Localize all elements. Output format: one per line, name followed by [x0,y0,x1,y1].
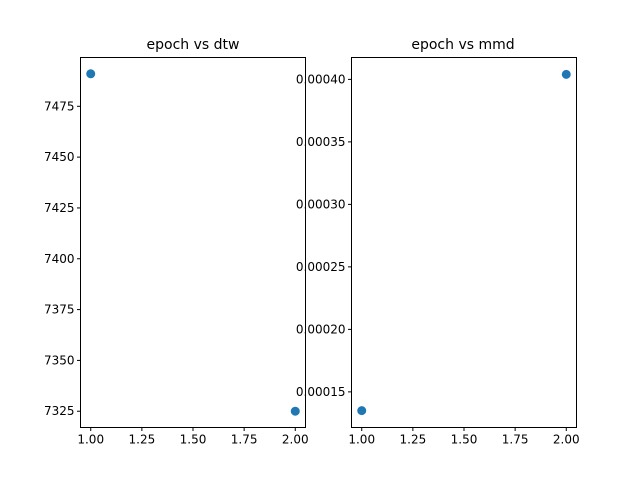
mmd-y-tick-label: 0.00025 [296,260,346,274]
dtw-x-axis: 1.00 1.25 1.50 1.75 2.00 [77,427,309,447]
mmd-y-tick-label: 0.00020 [296,322,346,336]
mmd-y-tick-label: 0.00040 [296,72,346,86]
mmd-x-tick-label: 1.75 [502,433,529,447]
dtw-y-tick-label: 7425 [44,201,75,215]
mmd-y-tick-label: 0.00015 [296,385,346,399]
mmd-x-tick-label: 1.00 [348,433,375,447]
dtw-plot-frame [80,57,306,428]
dtw-x-tick-label: 1.25 [129,433,156,447]
mmd-y-tick-label: 0.00035 [296,135,346,149]
dtw-subplot-title: epoch vs dtw [147,37,240,53]
dtw-y-tick-label: 7375 [44,303,75,317]
dtw-x-tick-label: 1.50 [180,433,207,447]
dtw-subplot: epoch vs dtw 7325 7350 7375 7400 7425 7450 747… [44,37,309,447]
dtw-y-tick-label: 7350 [44,353,75,367]
mmd-x-axis: 1.00 1.25 1.50 1.75 2.00 [348,427,580,447]
dtw-x-tick-label: 1.75 [231,433,258,447]
dtw-data-point [86,69,96,79]
dtw-x-tick-label: 1.00 [77,433,104,447]
dtw-y-axis: 7325 7350 7375 7400 7425 7450 7475 [44,99,81,418]
dtw-y-tick-label: 7325 [44,404,75,418]
mmd-x-tick-label: 1.25 [400,433,427,447]
mmd-plot-frame [351,57,577,428]
mmd-y-axis: 0.00015 0.00020 0.00025 0.00030 0.00035 0.000… [296,72,352,399]
mmd-x-tick-label: 1.50 [451,433,478,447]
mmd-subplot-title: epoch vs mmd [411,37,514,53]
dtw-data-point [290,406,300,416]
mmd-data-point [561,69,571,79]
dtw-x-tick-label: 2.00 [282,433,309,447]
mmd-points [357,69,571,416]
mmd-data-point [357,406,367,416]
mmd-x-tick-label: 2.00 [553,433,580,447]
dtw-points [86,69,300,416]
mmd-subplot: epoch vs mmd 0.00015 0.00020 0.00025 0.0003… [296,37,580,447]
dtw-y-tick-label: 7450 [44,150,75,164]
dtw-y-tick-label: 7400 [44,252,75,266]
dtw-y-tick-label: 7475 [44,99,75,113]
mmd-y-tick-label: 0.00030 [296,197,346,211]
